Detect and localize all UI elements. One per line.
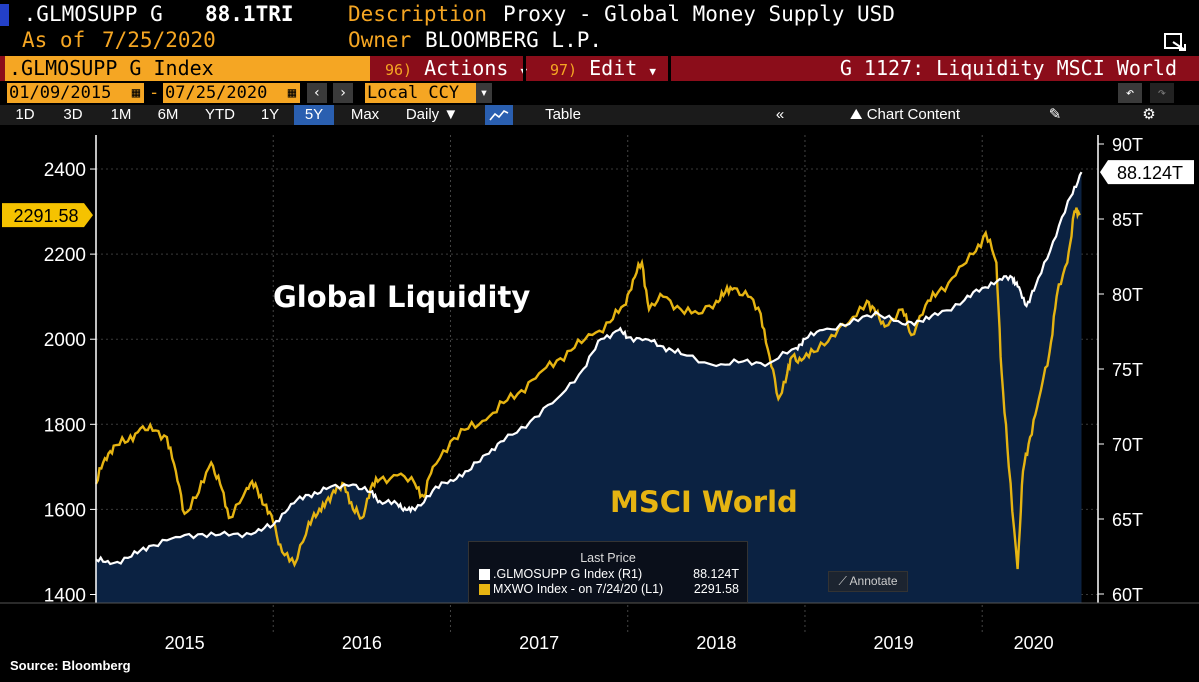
asof-label: As of <box>22 28 86 52</box>
right-tick-label: 85T <box>1112 210 1143 230</box>
x-tick-label: 2015 <box>165 633 205 653</box>
command-bar: .GLMOSUPP G Index 96) Actions ▼ 97) Edit… <box>0 56 1199 81</box>
range-max[interactable]: Max <box>350 106 380 123</box>
range-1y[interactable]: 1Y <box>260 106 280 123</box>
legend-row2-name: MXWO Index - on 7/24/20 (L1) <box>493 582 664 596</box>
owner-label: Owner <box>348 28 412 52</box>
line-chart-icon[interactable] <box>485 105 513 125</box>
asof-value: 7/25/2020 <box>102 28 216 52</box>
chart-content-button[interactable]: ⛰ Chart Content <box>830 105 980 125</box>
actions-label: Actions <box>424 56 509 80</box>
right-tick-label: 90T <box>1112 135 1143 155</box>
legend-swatch-gold <box>479 584 490 595</box>
legend-row: .GLMOSUPP G Index (R1) 88.124T <box>469 567 747 582</box>
x-tick-label: 2019 <box>874 633 914 653</box>
liquidity-area-fill <box>96 172 1082 603</box>
separator <box>523 56 526 81</box>
global-liquidity-annotation: Global Liquidity <box>273 280 530 314</box>
edit-label: Edit <box>589 56 638 80</box>
chart-content-icon: ⛰ <box>849 106 867 123</box>
right-last-value-marker <box>1100 160 1194 185</box>
right-tick-label: 70T <box>1112 435 1143 455</box>
x-tick-label: 2017 <box>519 633 559 653</box>
range-1d[interactable]: 1D <box>15 106 35 123</box>
actions-num: 96) <box>385 61 413 79</box>
annotate-button[interactable]: ⟋ Annotate <box>828 571 908 592</box>
calendar-icon[interactable]: ▦ <box>128 83 144 103</box>
date-from-input[interactable]: 01/09/2015 <box>7 83 131 103</box>
msci-world-annotation: MSCI World <box>610 485 798 519</box>
legend-swatch-white <box>479 569 490 580</box>
separator <box>668 56 671 81</box>
description-value: Proxy - Global Money Supply USD <box>503 2 895 26</box>
actions-menu[interactable]: 96) Actions ▼ <box>385 56 527 81</box>
global-liquidity-line <box>95 171 1083 566</box>
popout-icon[interactable] <box>1163 30 1187 52</box>
left-last-value-marker <box>2 203 93 228</box>
prev-period-icon[interactable]: ‹ <box>307 83 327 103</box>
right-tick-label: 75T <box>1112 360 1143 380</box>
right-last-value-label: 88.124T <box>1117 163 1183 183</box>
collapse-icon[interactable]: « <box>775 106 785 123</box>
annotate-label: Annotate <box>849 574 898 588</box>
legend-row2-value: 2291.58 <box>693 582 739 596</box>
edit-num: 97) <box>550 61 578 79</box>
period-label: Daily <box>405 106 440 123</box>
security-color-marker <box>0 4 9 26</box>
legend-row: MXWO Index - on 7/24/20 (L1) 2291.58 <box>469 582 747 597</box>
left-tick-label: 1400 <box>44 585 86 606</box>
table-button[interactable]: Table <box>545 106 581 123</box>
description-label: Description <box>348 2 488 26</box>
period-select[interactable]: Daily ▼ <box>396 105 468 125</box>
currency-select[interactable]: Local CCY <box>365 83 477 103</box>
left-tick-label: 2400 <box>44 160 86 181</box>
header-row-2: As of 7/25/2020 Owner BLOOMBERG L.P. <box>0 28 1199 54</box>
annotate-icon: ⟋ <box>838 574 850 588</box>
security-field[interactable]: .GLMOSUPP G Index <box>5 56 370 81</box>
left-tick-label: 1800 <box>44 415 86 436</box>
header-row-1: .GLMOSUPP G 88.1TRI Description Proxy - … <box>0 2 1199 28</box>
chart-content-label: Chart Content <box>866 106 961 123</box>
left-last-value-label: 2291.58 <box>13 206 78 226</box>
range-1m[interactable]: 1M <box>110 106 132 123</box>
right-tick-label: 65T <box>1112 510 1143 530</box>
redo-icon[interactable]: ↷ <box>1150 83 1174 103</box>
chart-area: 1400 1600 1800 2000 2200 2400 60T 65T 70T 75T 80T 8… <box>0 135 1199 653</box>
range-bar: 1D 3D 1M 6M YTD 1Y 5Y Max Daily ▼ Table … <box>0 105 1199 125</box>
source-note: Source: Bloomberg <box>10 658 131 673</box>
date-bar: 01/09/2015 ▦ - 07/25/2020 ▦ ‹ › Local CC… <box>0 82 1199 104</box>
range-6m[interactable]: 6M <box>157 106 179 123</box>
calendar-icon[interactable]: ▦ <box>284 83 300 103</box>
chevron-down-icon[interactable]: ▾ <box>476 83 492 103</box>
chevron-down-icon: ▼ <box>443 106 459 123</box>
x-tick-label: 2016 <box>342 633 382 653</box>
last-value: 88.1TRI <box>205 2 294 26</box>
x-tick-label: 2020 <box>1014 633 1054 653</box>
legend-row1-name: .GLMOSUPP G Index (R1) <box>493 567 643 581</box>
edit-dropdown-icon: ▼ <box>649 65 656 78</box>
range-3d[interactable]: 3D <box>63 106 83 123</box>
legend-title: Last Price <box>580 551 636 565</box>
undo-icon[interactable]: ↶ <box>1118 83 1142 103</box>
chart-title: G 1127: Liquidity MSCI World <box>839 56 1177 80</box>
left-tick-label: 2000 <box>44 330 86 351</box>
gear-icon[interactable]: ⚙ <box>1142 106 1156 123</box>
ticker: .GLMOSUPP G <box>23 2 163 26</box>
x-tick-label: 2018 <box>696 633 736 653</box>
edit-menu[interactable]: 97) Edit ▼ <box>550 56 656 81</box>
right-tick-label: 80T <box>1112 285 1143 305</box>
range-5y[interactable]: 5Y <box>294 105 334 125</box>
left-tick-label: 1600 <box>44 500 86 521</box>
msci-world-line <box>94 207 1081 570</box>
right-tick-label: 60T <box>1112 585 1143 605</box>
range-ytd[interactable]: YTD <box>205 106 235 123</box>
owner-value: BLOOMBERG L.P. <box>425 28 603 52</box>
left-tick-label: 2200 <box>44 245 86 266</box>
date-to-input[interactable]: 07/25/2020 <box>163 83 287 103</box>
legend-row1-value: 88.124T <box>693 567 739 581</box>
legend-box: Last Price .GLMOSUPP G Index (R1) 88.124… <box>468 541 748 603</box>
date-dash: - <box>149 83 160 103</box>
edit-pencil-icon[interactable]: ✎ <box>1048 106 1062 123</box>
next-period-icon[interactable]: › <box>333 83 353 103</box>
